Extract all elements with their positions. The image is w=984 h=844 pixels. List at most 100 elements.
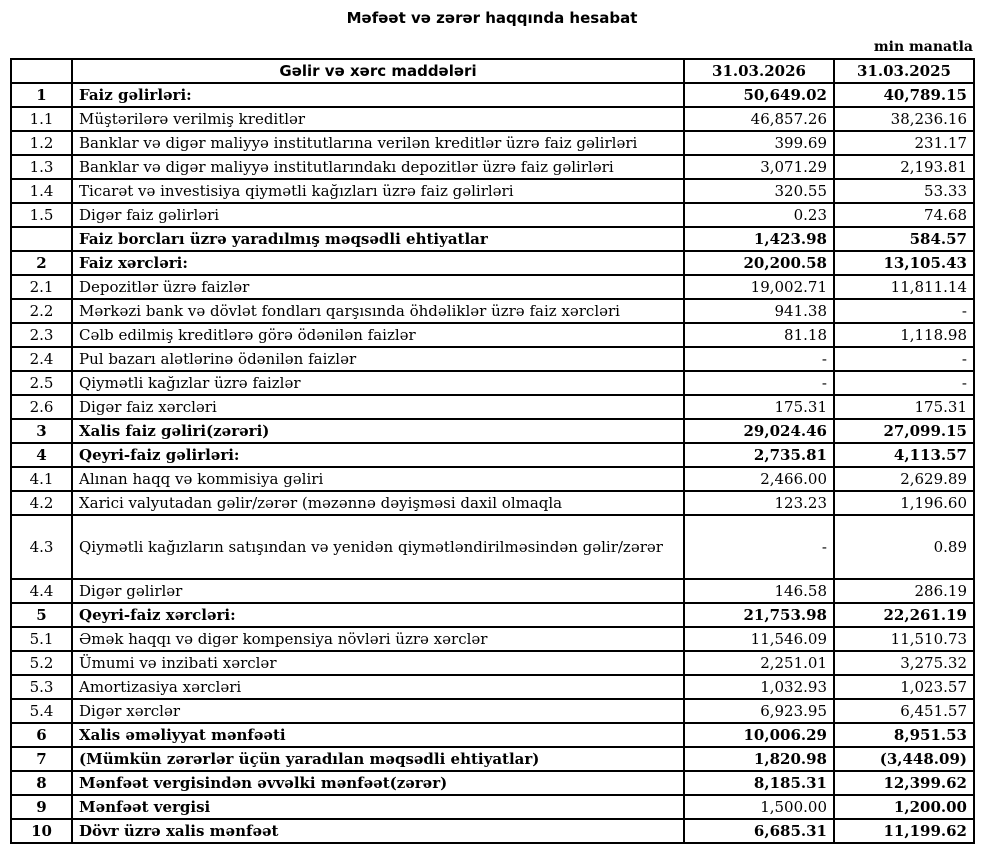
table-row: 1 Faiz gəlirləri: 50,649.02 40,789.15 (10, 82, 975, 108)
row-number-cell: 7 (10, 746, 73, 772)
header-period-2026-cell: 31.03.2026 (683, 58, 835, 84)
row-number-cell: 4.4 (10, 578, 73, 604)
row-number-cell: 5.4 (10, 698, 73, 724)
row-value-2025-cell: 1,200.00 (833, 794, 975, 820)
header-item-cell: Gəlir və xərc maddələri (71, 58, 685, 84)
row-value-2026-cell: 20,200.58 (683, 250, 835, 276)
row-label-cell: Mənfəət vergisi (71, 794, 685, 820)
table-row: 6 Xalis əməliyyat mənfəəti 10,006.29 8,951.… (10, 722, 975, 748)
row-number-cell: 2.1 (10, 274, 73, 300)
row-number-cell: 3 (10, 418, 73, 444)
row-value-2026-cell: 0.23 (683, 202, 835, 228)
row-value-2026-cell: - (683, 346, 835, 372)
row-value-2026-cell: 1,820.98 (683, 746, 835, 772)
row-number-cell: 9 (10, 794, 73, 820)
row-value-2026-cell: 21,753.98 (683, 602, 835, 628)
row-number-cell: 5.1 (10, 626, 73, 652)
row-value-2025-cell: 74.68 (833, 202, 975, 228)
row-number-cell: 2 (10, 250, 73, 276)
row-number-cell: 10 (10, 818, 73, 844)
row-label-cell: Digər faiz gəlirləri (71, 202, 685, 228)
row-label-cell: Faiz xərcləri: (71, 250, 685, 276)
row-label-cell: (Mümkün zərərlər üçün yaradılan məqsədli… (71, 746, 685, 772)
row-number-cell: 1.1 (10, 106, 73, 132)
table-row: 5 Qeyri-faiz xərcləri: 21,753.98 22,261.19 (10, 602, 975, 628)
row-number-cell: 4.1 (10, 466, 73, 492)
row-label-cell: Cəlb edilmiş kreditlərə görə ödənilən fa… (71, 322, 685, 348)
table-row: 1.4 Ticarət və investisiya qiymətli kağız… (10, 178, 975, 204)
row-value-2025-cell: 11,510.73 (833, 626, 975, 652)
row-label-cell: Xarici valyutadan gəlir/zərər (məzənnə d… (71, 490, 685, 516)
row-value-2025-cell: 0.89 (833, 514, 975, 580)
row-value-2026-cell: 8,185.31 (683, 770, 835, 796)
row-number-cell: 4.3 (10, 514, 73, 580)
row-label-cell: Ümumi və inzibati xərclər (71, 650, 685, 676)
row-label-cell: Qeyri-faiz gəlirləri: (71, 442, 685, 468)
row-value-2025-cell: 27,099.15 (833, 418, 975, 444)
table-row: 1.3 Banklar və digər maliyyə institutları… (10, 154, 975, 180)
row-label-cell: Digər gəlirlər (71, 578, 685, 604)
row-value-2025-cell: 1,196.60 (833, 490, 975, 516)
row-value-2025-cell: 175.31 (833, 394, 975, 420)
row-value-2026-cell: 3,071.29 (683, 154, 835, 180)
row-value-2025-cell: 286.19 (833, 578, 975, 604)
row-value-2025-cell: 1,118.98 (833, 322, 975, 348)
row-label-cell: Banklar və digər maliyyə institutlarında… (71, 154, 685, 180)
row-label-cell: Digər faiz xərcləri (71, 394, 685, 420)
table-row: 10 Dövr üzrə xalis mənfəət 6,685.31 11,199.… (10, 818, 975, 844)
row-number-cell: 5.2 (10, 650, 73, 676)
row-label-cell: Xalis əməliyyat mənfəəti (71, 722, 685, 748)
row-value-2026-cell: 320.55 (683, 178, 835, 204)
row-value-2025-cell: 11,199.62 (833, 818, 975, 844)
row-value-2026-cell: 2,735.81 (683, 442, 835, 468)
row-value-2025-cell: 13,105.43 (833, 250, 975, 276)
row-value-2026-cell: 1,423.98 (683, 226, 835, 252)
table-row: 5.4 Digər xərclər 6,923.95 6,451.57 (10, 698, 975, 724)
row-label-cell: Faiz borcları üzrə yaradılmış məqsədli e… (71, 226, 685, 252)
row-value-2026-cell: 1,500.00 (683, 794, 835, 820)
row-label-cell: Əmək haqqı və digər kompensiya növləri ü… (71, 626, 685, 652)
row-number-cell: 1.3 (10, 154, 73, 180)
table-row: 7 (Mümkün zərərlər üçün yaradılan məqsədl… (10, 746, 975, 772)
row-label-cell: Amortizasiya xərcləri (71, 674, 685, 700)
row-value-2026-cell: 941.38 (683, 298, 835, 324)
row-number-cell: 2.2 (10, 298, 73, 324)
row-value-2026-cell: 146.58 (683, 578, 835, 604)
table-row: 2 Faiz xərcləri: 20,200.58 13,105.43 (10, 250, 975, 276)
row-number-cell: 1 (10, 82, 73, 108)
table-row: Faiz borcları üzrə yaradılmış məqsədli e… (10, 226, 975, 252)
row-label-cell: Digər xərclər (71, 698, 685, 724)
unit-note: min manatla (873, 39, 973, 55)
table-row: 4.2 Xarici valyutadan gəlir/zərər (məzənn… (10, 490, 975, 516)
table-row: 9 Mənfəət vergisi 1,500.00 1,200.00 (10, 794, 975, 820)
row-value-2026-cell: 81.18 (683, 322, 835, 348)
income-statement-table: Gəlir və xərc maddələri 31.03.2026 31.03… (10, 58, 975, 844)
row-value-2025-cell: 231.17 (833, 130, 975, 156)
row-value-2026-cell: 19,002.71 (683, 274, 835, 300)
row-value-2025-cell: 11,811.14 (833, 274, 975, 300)
header-period-2025-cell: 31.03.2025 (833, 58, 975, 84)
table-row: 3 Xalis faiz gəliri(zərəri) 29,024.46 27,09… (10, 418, 975, 444)
table-row: 2.3 Cəlb edilmiş kreditlərə görə ödənilən… (10, 322, 975, 348)
row-value-2025-cell: 38,236.16 (833, 106, 975, 132)
row-value-2025-cell: 584.57 (833, 226, 975, 252)
row-value-2025-cell: - (833, 298, 975, 324)
table-row: 5.3 Amortizasiya xərcləri 1,032.93 1,023.57 (10, 674, 975, 700)
row-number-cell: 4.2 (10, 490, 73, 516)
table-row: 2.1 Depozitlər üzrə faizlər 19,002.71 11,81… (10, 274, 975, 300)
row-label-cell: Qiymətli kağızların satışından və yenidə… (71, 514, 685, 580)
row-value-2026-cell: 2,251.01 (683, 650, 835, 676)
row-label-cell: Müştərilərə verilmiş kreditlər (71, 106, 685, 132)
row-value-2025-cell: 8,951.53 (833, 722, 975, 748)
table-row: 4.3 Qiymətli kağızların satışından və yen… (10, 514, 975, 580)
row-number-cell (10, 226, 73, 252)
row-number-cell: 1.5 (10, 202, 73, 228)
row-value-2026-cell: 46,857.26 (683, 106, 835, 132)
row-value-2025-cell: - (833, 370, 975, 396)
row-value-2026-cell: 6,685.31 (683, 818, 835, 844)
row-value-2026-cell: - (683, 514, 835, 580)
row-label-cell: Mərkəzi bank və dövlət fondları qarşısın… (71, 298, 685, 324)
row-value-2025-cell: 12,399.62 (833, 770, 975, 796)
row-value-2026-cell: 175.31 (683, 394, 835, 420)
row-value-2025-cell: 4,113.57 (833, 442, 975, 468)
